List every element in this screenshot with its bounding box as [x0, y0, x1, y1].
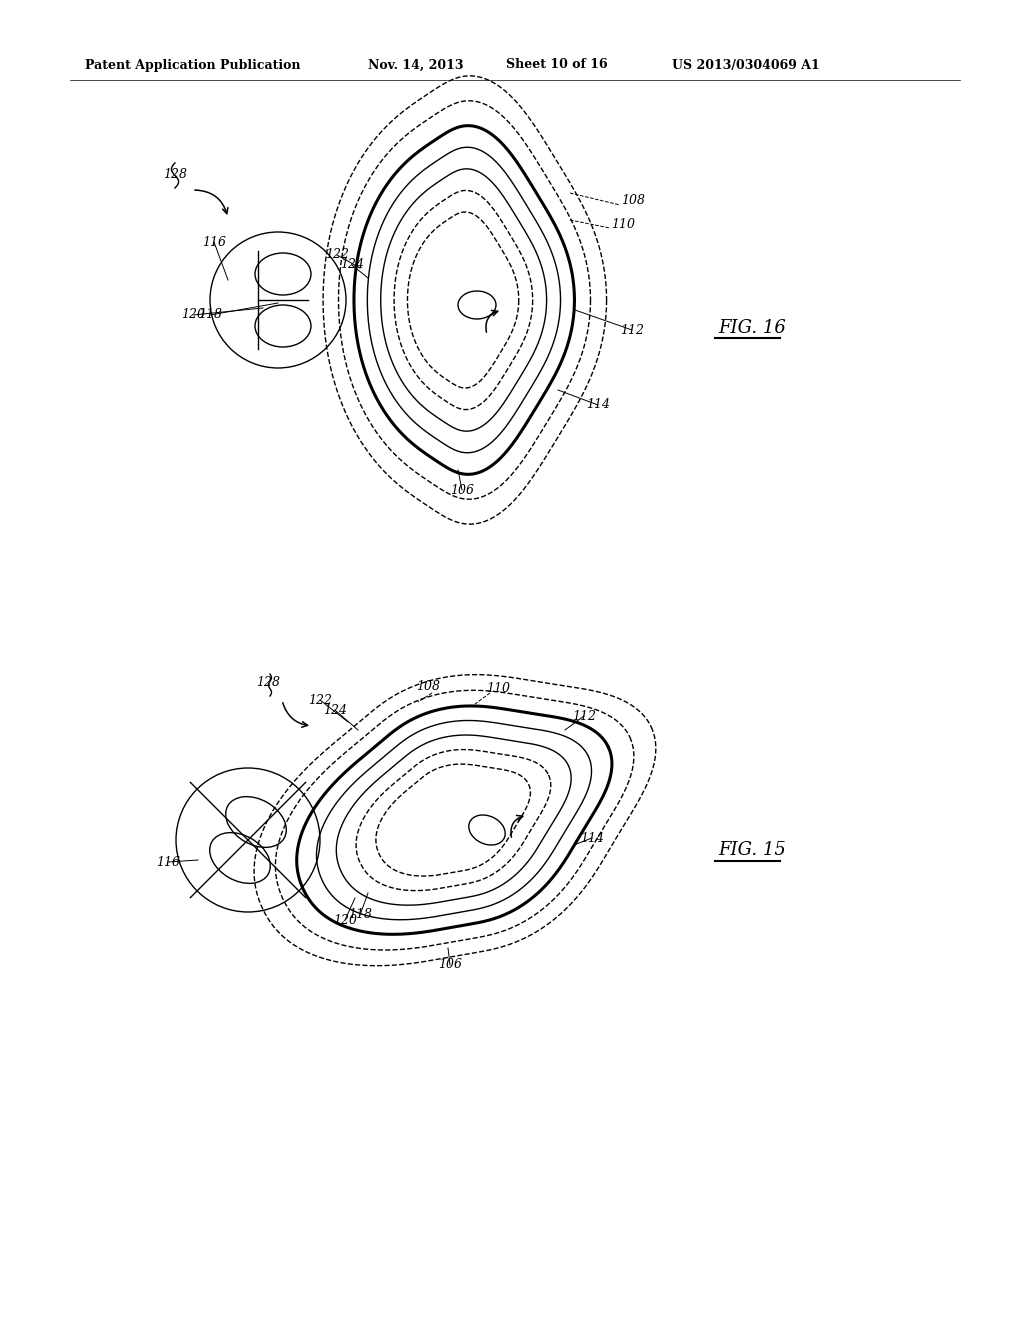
Text: 106: 106 — [438, 958, 462, 972]
Text: 116: 116 — [156, 855, 180, 869]
Text: 124: 124 — [340, 259, 364, 272]
Text: FIG. 16: FIG. 16 — [718, 319, 785, 337]
Text: 112: 112 — [572, 710, 596, 722]
Text: 106: 106 — [450, 483, 474, 496]
Text: 122: 122 — [325, 248, 349, 261]
Text: FIG. 15: FIG. 15 — [718, 841, 785, 859]
Text: 118: 118 — [348, 908, 372, 921]
Text: 114: 114 — [580, 832, 604, 845]
Text: Patent Application Publication: Patent Application Publication — [85, 58, 300, 71]
Text: 110: 110 — [486, 681, 510, 694]
Text: 108: 108 — [621, 194, 645, 207]
Text: Nov. 14, 2013: Nov. 14, 2013 — [368, 58, 464, 71]
Text: Sheet 10 of 16: Sheet 10 of 16 — [506, 58, 607, 71]
Text: 122: 122 — [308, 693, 332, 706]
Text: 118: 118 — [198, 309, 222, 322]
Text: 110: 110 — [611, 218, 635, 231]
Text: 124: 124 — [323, 704, 347, 717]
Text: 114: 114 — [586, 399, 610, 412]
Text: 120: 120 — [333, 913, 357, 927]
Text: 108: 108 — [416, 680, 440, 693]
Text: 120: 120 — [181, 309, 205, 322]
Text: 128: 128 — [256, 676, 280, 689]
Text: 112: 112 — [620, 323, 644, 337]
Text: 116: 116 — [202, 235, 226, 248]
Text: US 2013/0304069 A1: US 2013/0304069 A1 — [672, 58, 820, 71]
Text: 128: 128 — [163, 168, 187, 181]
